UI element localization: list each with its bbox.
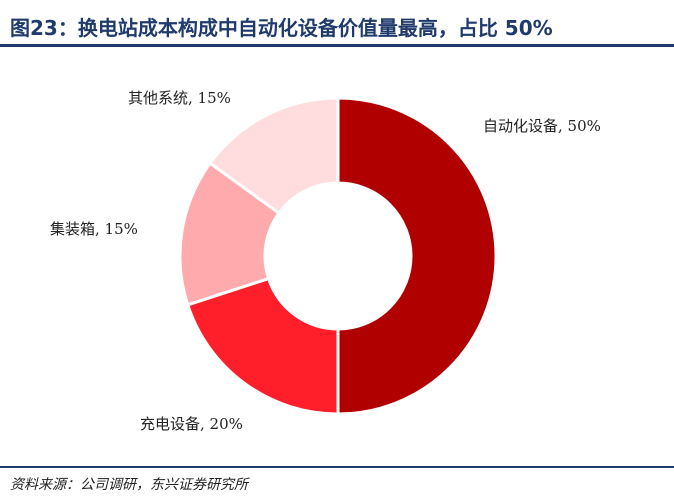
donut-slices	[178, 96, 498, 416]
donut-slice-2	[178, 161, 282, 307]
figure-title: 图23：换电站成本构成中自动化设备价值量最高，占比 50%	[10, 16, 553, 40]
donut-chart: 自动化设备, 50% 充电设备, 20% 集装箱, 15% 其他系统, 15%	[50, 89, 601, 433]
donut-slice-3	[208, 96, 340, 216]
source-rule	[0, 466, 674, 468]
slice-label-1: 充电设备, 20%	[140, 415, 243, 433]
donut-slice-1	[185, 276, 340, 416]
slice-labels: 自动化设备, 50% 充电设备, 20% 集装箱, 15% 其他系统, 15%	[50, 89, 601, 433]
slice-label-0: 自动化设备, 50%	[483, 117, 601, 135]
slice-label-3: 其他系统, 15%	[128, 89, 231, 107]
source-note: 资料来源：公司调研，东兴证券研究所	[10, 477, 248, 493]
title-rule	[0, 44, 674, 47]
donut-slice-0	[336, 96, 498, 416]
slice-label-2: 集装箱, 15%	[50, 220, 138, 238]
